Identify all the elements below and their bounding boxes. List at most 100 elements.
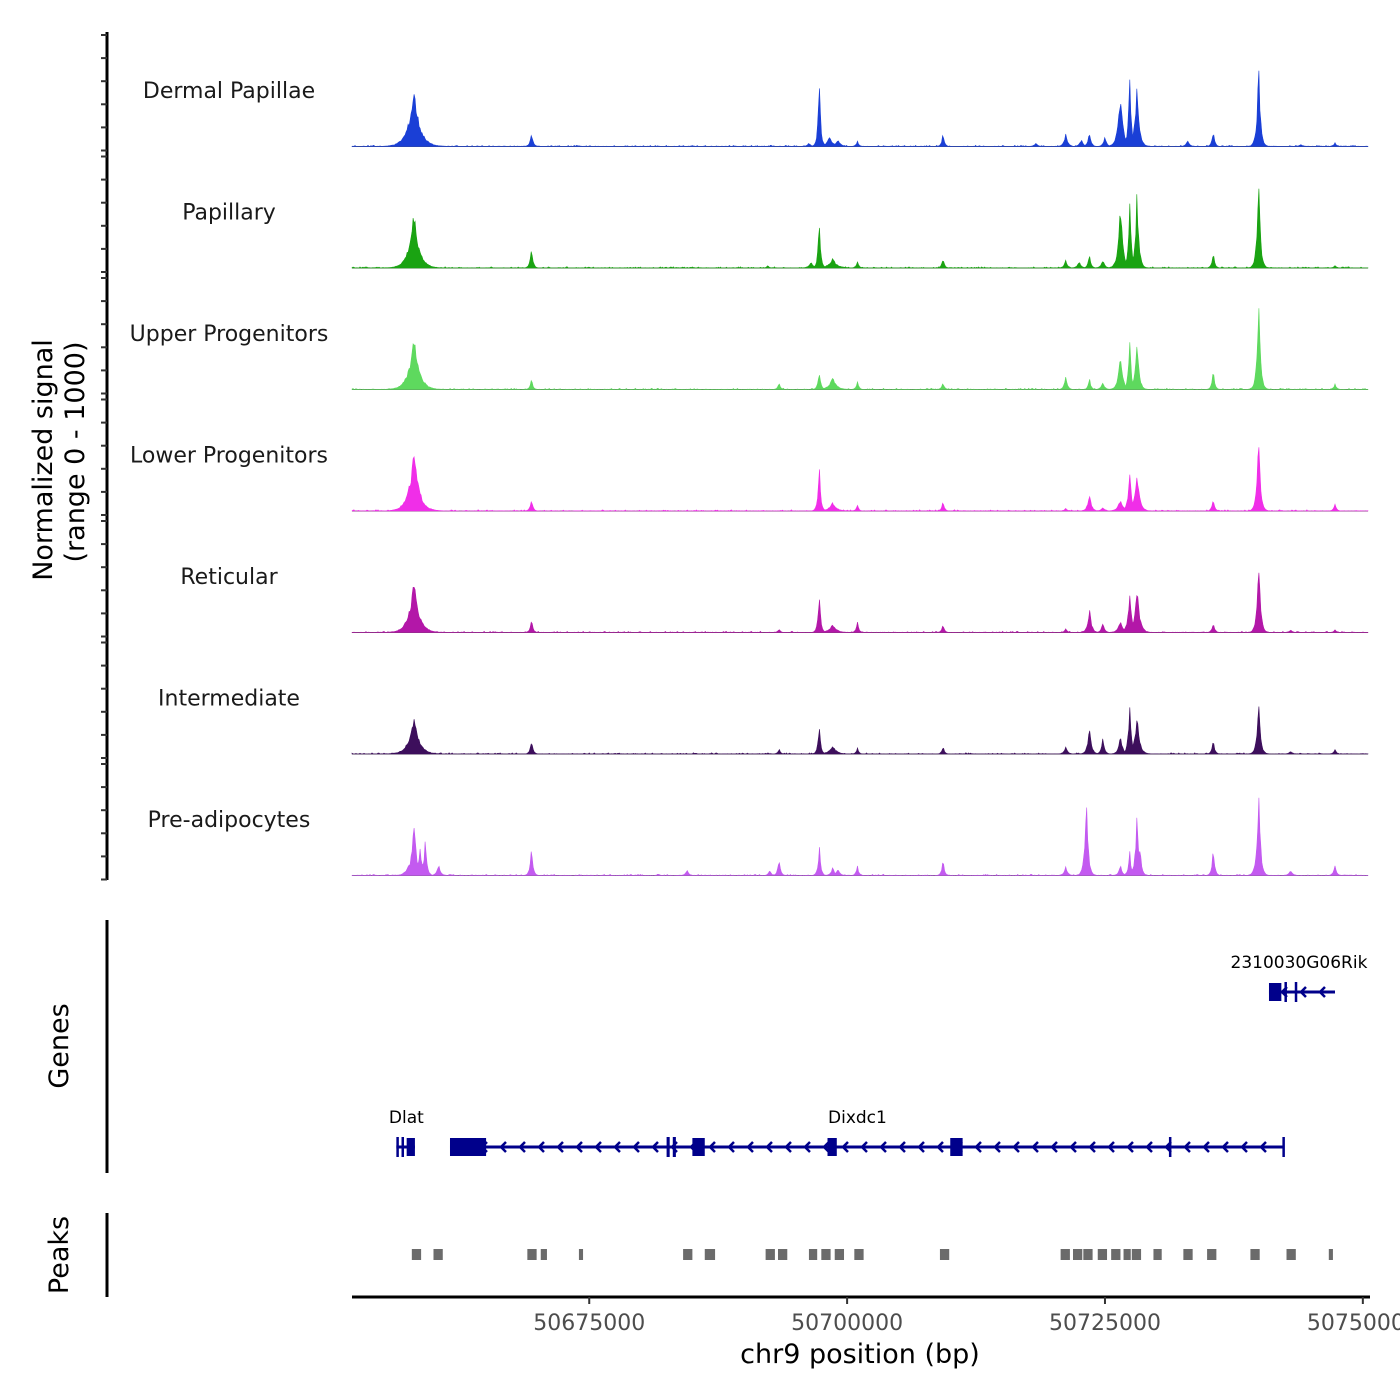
peak-region xyxy=(777,1249,788,1260)
strand-arrow-icon xyxy=(746,1141,754,1153)
peak-region xyxy=(1111,1249,1121,1260)
gene-exon xyxy=(396,1137,399,1157)
strand-arrow-icon xyxy=(898,1141,906,1153)
strand-arrow-icon xyxy=(518,1141,526,1153)
peak-region xyxy=(1286,1249,1296,1260)
strand-arrow-icon xyxy=(613,1141,621,1153)
signal-area xyxy=(351,706,1369,755)
x-tick-label: 50750000 xyxy=(1307,1311,1400,1336)
peak-region xyxy=(1207,1249,1217,1260)
strand-arrow-icon xyxy=(708,1141,716,1153)
gene-exon xyxy=(406,1138,415,1156)
signal-area xyxy=(351,447,1369,512)
x-tick-label: 50675000 xyxy=(533,1311,645,1336)
strand-arrow-icon xyxy=(1069,1141,1077,1153)
track-pre-adipocytes: Pre-adipocytes xyxy=(101,763,1369,881)
track-label: Papillary xyxy=(182,201,276,226)
strand-arrow-icon xyxy=(1050,1141,1058,1153)
track-label: Upper Progenitors xyxy=(130,322,329,347)
track-label: Pre-adipocytes xyxy=(148,808,311,833)
peak-region xyxy=(1060,1249,1070,1260)
peak-region xyxy=(1153,1249,1162,1260)
strand-arrow-icon xyxy=(1259,1141,1267,1153)
x-tick-label: 50725000 xyxy=(1049,1311,1161,1336)
strand-arrow-icon xyxy=(1318,986,1326,998)
peak-region xyxy=(821,1249,831,1260)
gene-exon xyxy=(692,1138,705,1156)
strand-arrow-icon xyxy=(632,1141,640,1153)
track-label: Reticular xyxy=(180,565,278,590)
gene-annotations: Dlat Dixdc1 2310030G06Rik xyxy=(389,953,1368,1157)
genes-track-label: Genes xyxy=(44,1003,75,1088)
strand-arrow-icon xyxy=(841,1141,849,1153)
strand-arrow-icon xyxy=(537,1141,545,1153)
strand-arrow-icon xyxy=(1221,1141,1229,1153)
strand-arrow-icon xyxy=(727,1141,735,1153)
strand-arrow-icon xyxy=(1031,1141,1039,1153)
gene-dlat: Dlat xyxy=(389,1108,424,1157)
track-intermediate: Intermediate xyxy=(101,641,1369,759)
strand-arrow-icon xyxy=(594,1141,602,1153)
strand-arrow-icon xyxy=(936,1141,944,1153)
strand-arrow-icon xyxy=(556,1141,564,1153)
x-axis-title: chr9 position (bp) xyxy=(740,1339,980,1370)
gene-label: Dixdc1 xyxy=(828,1108,887,1128)
signal-area xyxy=(351,70,1369,147)
strand-arrow-icon xyxy=(860,1141,868,1153)
gene-exon xyxy=(666,1137,670,1157)
strand-arrow-icon xyxy=(917,1141,925,1153)
strand-arrow-icon xyxy=(1126,1141,1134,1153)
strand-arrow-icon xyxy=(974,1141,982,1153)
coverage-tracks: Dermal Papillae Papillary Upper Progenitor… xyxy=(101,34,1369,881)
track-upper-progenitors: Upper Progenitors xyxy=(101,277,1369,395)
gene-exon xyxy=(1168,1137,1172,1157)
track-label: Lower Progenitors xyxy=(130,444,328,469)
strand-arrow-icon xyxy=(1107,1141,1115,1153)
signal-area xyxy=(351,572,1369,633)
strand-arrow-icon xyxy=(1202,1141,1210,1153)
gene-dixdc1: Dixdc1 xyxy=(449,1108,1285,1157)
signal-area xyxy=(351,308,1369,390)
peak-region xyxy=(939,1249,950,1260)
peak-region xyxy=(1097,1249,1108,1260)
strand-arrow-icon xyxy=(1088,1141,1096,1153)
gene-exon xyxy=(950,1138,963,1156)
x-tick-label: 50700000 xyxy=(791,1311,903,1336)
peaks-track-label: Peaks xyxy=(44,1216,75,1294)
track-reticular: Reticular xyxy=(101,520,1369,638)
peak-region xyxy=(854,1249,864,1260)
peak-region xyxy=(411,1249,422,1260)
gene-label: 2310030G06Rik xyxy=(1231,953,1368,973)
peak-region xyxy=(1123,1249,1131,1260)
peak-region xyxy=(527,1249,537,1260)
gene-exon xyxy=(827,1138,837,1156)
track-dermal-papillae: Dermal Papillae xyxy=(101,34,1369,152)
peak-region xyxy=(433,1249,443,1260)
strand-arrow-icon xyxy=(499,1141,507,1153)
strand-arrow-icon xyxy=(1183,1141,1191,1153)
strand-arrow-icon xyxy=(822,1141,830,1153)
y-axis-title-line2: (range 0 - 1000) xyxy=(60,342,91,563)
peak-region xyxy=(1328,1249,1333,1260)
gene-exon xyxy=(1294,982,1298,1002)
gene-exon xyxy=(672,1137,676,1157)
track-label: Dermal Papillae xyxy=(143,79,315,104)
strand-arrow-icon xyxy=(1145,1141,1153,1153)
peak-region xyxy=(1072,1249,1083,1260)
strand-arrow-icon xyxy=(879,1141,887,1153)
peak-region xyxy=(1131,1249,1142,1260)
peak-region xyxy=(578,1249,584,1260)
gene-exon xyxy=(1268,983,1282,1001)
peak-region xyxy=(1250,1249,1260,1260)
gene-exon xyxy=(1284,982,1287,1002)
peak-region xyxy=(1083,1249,1093,1260)
gene-label: Dlat xyxy=(389,1108,424,1128)
signal-area xyxy=(351,188,1369,269)
peak-region xyxy=(834,1249,845,1260)
strand-arrow-icon xyxy=(575,1141,583,1153)
strand-arrow-icon xyxy=(1012,1141,1020,1153)
y-axis-title-line1: Normalized signal xyxy=(28,339,59,581)
track-papillary: Papillary xyxy=(101,155,1369,273)
strand-arrow-icon xyxy=(1240,1141,1248,1153)
